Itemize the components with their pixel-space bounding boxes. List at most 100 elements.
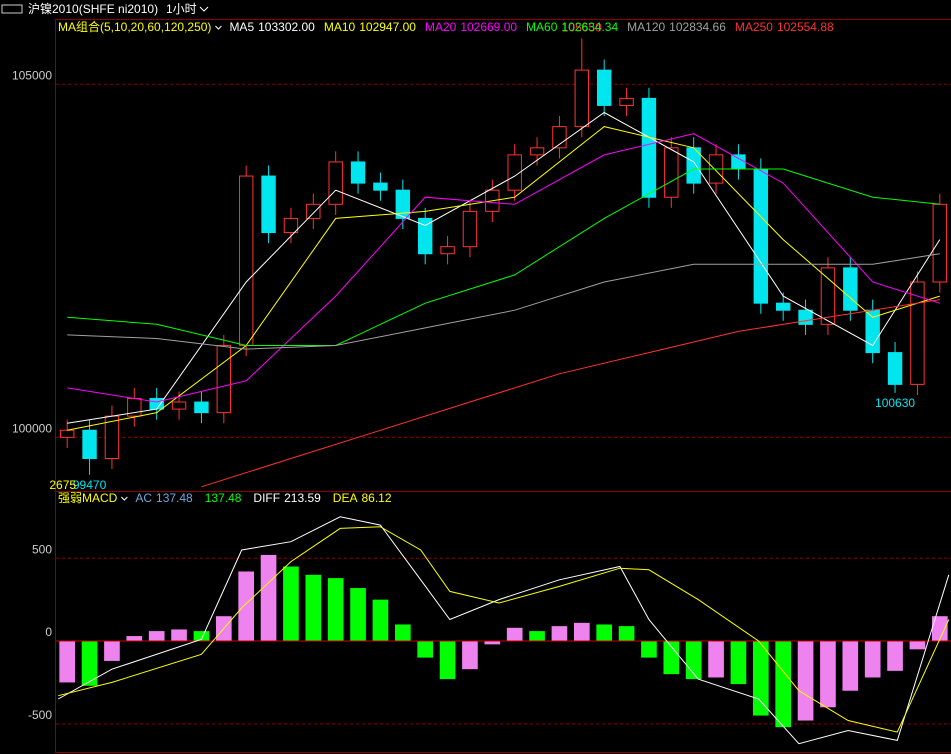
candle-body [820, 267, 836, 325]
candle-body [373, 182, 388, 191]
histogram-bar [820, 641, 836, 708]
histogram-bar [484, 641, 501, 645]
histogram-bar [618, 626, 635, 642]
legend-name: MA60 [526, 20, 558, 34]
histogram-bar [931, 616, 948, 642]
histogram-bar [350, 588, 366, 642]
histogram-bar [305, 574, 322, 642]
histogram-bar [730, 641, 747, 685]
legend-name: MA5 [229, 20, 254, 34]
histogram-bar [797, 641, 814, 721]
legend-chevron[interactable] [215, 25, 222, 30]
candle-body [798, 309, 813, 325]
legend-value: 137.48 [156, 491, 193, 505]
histogram-bar [641, 641, 657, 658]
candle-body [865, 309, 880, 354]
histogram-bar [752, 641, 769, 716]
legend-value: 102669.00 [460, 20, 517, 34]
histogram-bar [663, 641, 680, 675]
candle-body [664, 147, 679, 198]
period-chevron[interactable] [199, 6, 209, 12]
histogram-bar [462, 641, 478, 670]
legend-name: MA120 [627, 20, 665, 34]
candle-body [59, 429, 75, 438]
histogram-bar [529, 631, 545, 642]
legend-chevron[interactable] [120, 496, 128, 501]
candle-body [619, 97, 634, 106]
histogram-bar [148, 631, 165, 642]
y-tick-label: -500 [28, 708, 52, 722]
histogram-bar [551, 626, 568, 642]
line [57, 516, 950, 745]
candle-body [731, 154, 746, 170]
histogram-bar [372, 599, 389, 642]
line [67, 168, 940, 346]
histogram-bar [417, 641, 434, 658]
histogram-bar [260, 554, 277, 642]
histogram-bar [238, 571, 255, 642]
line [67, 111, 941, 424]
menu-icon[interactable] [1, 4, 23, 14]
histogram-bar [81, 641, 98, 686]
histogram-bar [573, 622, 590, 642]
candle-body [641, 97, 657, 198]
candle-body [462, 210, 478, 248]
histogram-bar [708, 641, 724, 678]
candle-body [238, 175, 254, 347]
annotation: 100630 [875, 396, 915, 410]
histogram-bar [439, 641, 456, 680]
histogram-bar [126, 636, 143, 642]
y-tick-label: 0 [45, 625, 52, 639]
histogram-bar [887, 641, 903, 671]
histogram-bar [909, 641, 926, 650]
period[interactable]: 1小时 [166, 2, 197, 16]
macd-panel [55, 491, 951, 753]
candle-body [887, 352, 903, 385]
candle-body [753, 168, 769, 304]
histogram-bar [171, 629, 187, 642]
line [67, 133, 940, 403]
histogram-bar [506, 627, 523, 642]
annotation: 99470 [73, 478, 107, 492]
histogram-bar [283, 566, 299, 642]
candle-body [171, 401, 187, 410]
candle-body [596, 69, 612, 106]
legend-value: 102947.00 [359, 20, 416, 34]
legend-title: 强弱MACD [58, 491, 118, 505]
candle-body [283, 217, 299, 234]
candle-body [328, 161, 343, 205]
candle-body [216, 345, 232, 414]
candle-body [932, 203, 948, 283]
legend-value: 86.12 [361, 491, 391, 505]
candle-body [843, 267, 858, 311]
legend-value: 102554.88 [777, 20, 834, 34]
candle-body [507, 154, 522, 191]
line [58, 526, 950, 733]
legend-value: 213.59 [284, 491, 321, 505]
histogram-bar [864, 641, 881, 678]
candle-body [149, 397, 164, 410]
legend-name: MA20 [425, 20, 457, 34]
legend-value: 102834.66 [669, 20, 726, 34]
candle-body [574, 69, 590, 128]
annotation: 2675 [49, 478, 76, 492]
legend-value: 137.48 [205, 491, 242, 505]
candle-body [910, 281, 925, 385]
line [201, 299, 940, 488]
candle-body [82, 429, 97, 460]
y-tick-label: 500 [32, 542, 52, 556]
candle-body [261, 175, 276, 234]
annotation: 105650 [562, 21, 602, 35]
y-tick-label: 105000 [12, 68, 52, 82]
histogram-bar [596, 624, 613, 642]
candle-body [395, 189, 411, 219]
line [67, 126, 940, 431]
candle-body [350, 161, 366, 184]
legend-name: AC [135, 491, 152, 505]
legend-name: MA10 [324, 20, 356, 34]
histogram-bar [394, 624, 411, 642]
candle-body [417, 217, 433, 255]
y-tick-label: 100000 [12, 422, 52, 436]
legend-name: DIFF [253, 491, 280, 505]
